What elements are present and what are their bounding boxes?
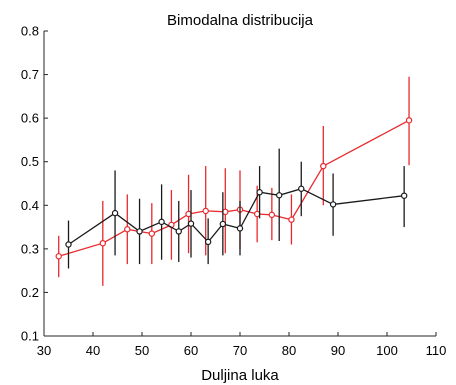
x-tick-label: 50 (135, 343, 149, 358)
data-point (136, 228, 143, 235)
data-point (204, 238, 212, 246)
data-point (187, 220, 195, 227)
series-layer (55, 76, 413, 286)
x-tick-label: 70 (233, 343, 247, 358)
series-2 (65, 148, 408, 269)
y-tick-label: 0.7 (21, 67, 39, 82)
x-tick-label: 80 (282, 343, 296, 358)
data-point (298, 185, 305, 192)
data-point (219, 220, 227, 228)
data-point (158, 218, 165, 226)
data-point (268, 211, 276, 219)
x-tick-label: 100 (376, 343, 398, 358)
x-tick-label: 40 (86, 343, 100, 358)
data-point (65, 241, 72, 248)
chart-title: Bimodalna distribucija (167, 12, 314, 29)
data-point (202, 207, 209, 215)
data-point (111, 209, 119, 217)
data-point (148, 230, 155, 237)
data-point (175, 228, 182, 235)
y-tick-label: 0.1 (21, 329, 39, 344)
data-point (99, 239, 107, 247)
y-tick-label: 0.8 (21, 24, 39, 39)
data-point (256, 189, 263, 196)
data-point (400, 192, 408, 199)
y-tick-label: 0.5 (21, 154, 39, 169)
data-point (124, 226, 131, 233)
y-tick-label: 0.6 (21, 111, 39, 126)
y-tick-label: 0.2 (21, 285, 39, 300)
data-point (55, 253, 62, 260)
series-line (68, 188, 405, 246)
x-tick-label: 60 (184, 343, 198, 358)
x-tick-label: 110 (426, 343, 447, 358)
series-1 (55, 76, 413, 286)
data-point (320, 162, 327, 170)
data-point (288, 216, 295, 223)
data-point (405, 117, 413, 124)
x-axis-label: Duljina luka (201, 367, 279, 384)
y-axis-ticks: 0.1 0.2 0.3 0.4 0.5 0.6 0.7 0.8 (21, 24, 48, 344)
x-tick-label: 90 (331, 343, 345, 358)
x-axis-ticks: 30 40 50 60 70 80 90 100 110 (37, 332, 447, 358)
x-tick-label: 30 (37, 343, 51, 358)
series-line (58, 119, 410, 257)
y-tick-label: 0.4 (21, 198, 39, 213)
data-point (329, 201, 337, 208)
data-point (276, 192, 283, 199)
data-point (236, 225, 244, 232)
y-tick-label: 0.3 (21, 241, 39, 256)
